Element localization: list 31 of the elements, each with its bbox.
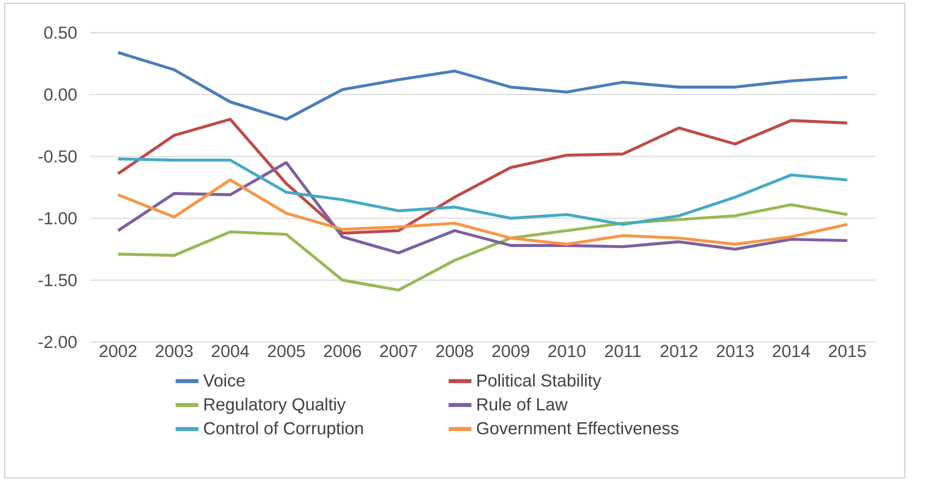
line-series: [116, 157, 849, 226]
x-tick-label: 2010: [548, 344, 586, 358]
y-tick-label: -0.50: [38, 150, 77, 163]
y-tick-label: -1.50: [38, 274, 77, 286]
y-tick-label: 0.50: [44, 26, 77, 39]
legend-label: Government Effectiveness: [476, 422, 678, 434]
legend-label: Regulatory Qualtiy: [204, 398, 346, 414]
legend-label: Control of Corruption: [204, 422, 363, 438]
legend-label: Voice: [203, 374, 245, 387]
x-tick-label: 2014: [772, 344, 810, 358]
x-tick-label: 2012: [660, 344, 698, 358]
x-tick-label: 2015: [828, 344, 866, 358]
legend-label: Rule of Law: [478, 398, 568, 411]
y-tick-label: -1.00: [38, 212, 77, 224]
x-tick-label: 2011: [605, 344, 641, 358]
x-tick-label: 2005: [268, 344, 305, 358]
x-tick-label: 2003: [156, 344, 193, 358]
x-tick-label: 2009: [492, 344, 530, 358]
y-tick-label: -2.00: [38, 336, 77, 348]
x-tick-label: 2006: [324, 344, 361, 358]
legend-label: Political Stability: [478, 374, 602, 390]
x-tick-label: 2002: [100, 344, 136, 358]
line-series: [116, 50, 849, 121]
x-tick-label: 2013: [716, 344, 754, 358]
y-tick-label: 0.00: [44, 88, 77, 101]
x-tick-label: 2004: [212, 344, 250, 358]
line-series: [116, 161, 849, 254]
line-series: [116, 178, 849, 246]
line-series: [116, 118, 849, 235]
x-tick-label: 2008: [436, 344, 474, 358]
x-tick-label: 2007: [380, 344, 417, 358]
